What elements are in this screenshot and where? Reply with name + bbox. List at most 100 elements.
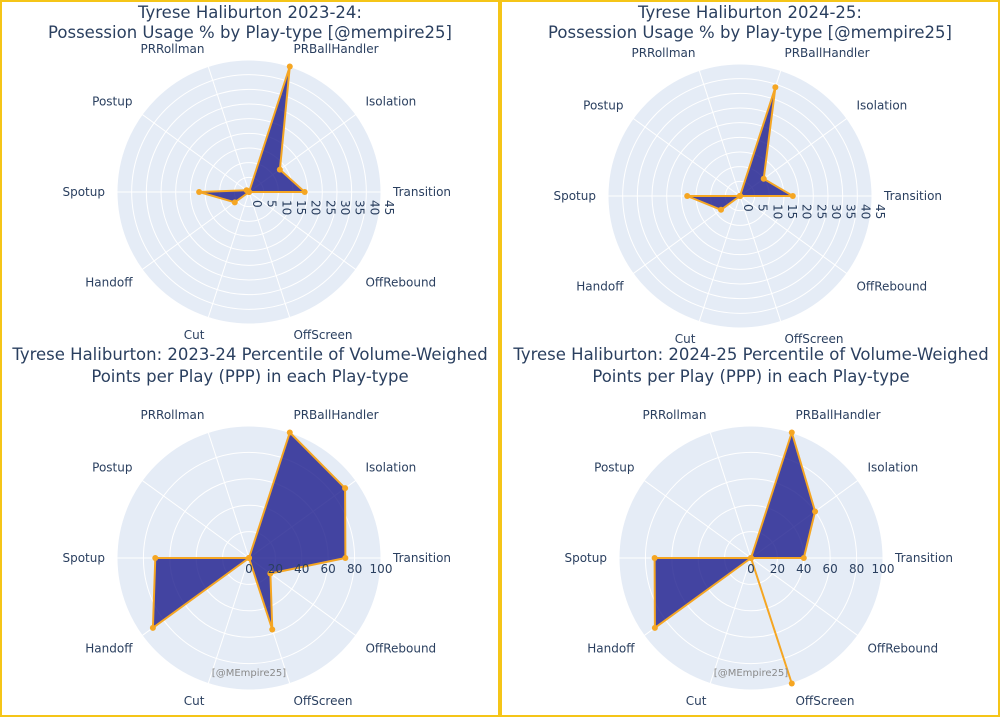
category-label-offscreen: OffScreen (795, 694, 854, 708)
category-label-prrollman: PRRollman (642, 408, 706, 422)
chart-title-line: Possession Usage % by Play-type [@mempir… (48, 23, 452, 42)
radial-tick-label: 35 (353, 200, 367, 215)
category-label-offrebound: OffRebound (867, 642, 938, 656)
grid-spoke (709, 432, 752, 559)
data-point-handoff (149, 624, 156, 631)
grid-spoke (739, 195, 782, 322)
data-point-isolation (342, 485, 349, 492)
radial-tick-label: 20 (309, 200, 323, 215)
radial-tick-label: 25 (814, 204, 828, 219)
radial-tick-label: 40 (796, 562, 811, 576)
chart-title-line: Possession Usage % by Play-type [@mempir… (548, 23, 952, 42)
data-point-offrebound (748, 555, 754, 561)
chart-title-line: Tyrese Haliburton: 2023-24 Percentile of… (11, 345, 487, 364)
data-point-handoff (651, 624, 658, 631)
category-label-isolation: Isolation (856, 98, 907, 112)
data-point-transition (342, 555, 349, 561)
data-point-transition (301, 189, 308, 195)
category-label-offscreen: OffScreen (784, 332, 843, 346)
data-point-prballhandler (772, 84, 779, 91)
data-point-transition (789, 193, 796, 199)
grid-spoke (207, 66, 250, 193)
data-point-spotup (684, 193, 691, 199)
data-point-handoff (718, 206, 725, 213)
grid-spoke (248, 191, 357, 270)
radial-tick-label: 10 (770, 204, 784, 219)
category-label-spotup: Spotup (564, 551, 607, 565)
category-label-offrebound: OffRebound (365, 642, 436, 656)
grid-spoke (207, 557, 250, 684)
category-label-cut: Cut (686, 694, 707, 708)
grid-spoke (709, 557, 752, 684)
category-label-postup: Postup (594, 460, 634, 474)
data-point-offscreen (269, 626, 276, 633)
category-label-isolation: Isolation (365, 94, 416, 108)
watermark-text: [@MEmpire25] (714, 668, 788, 679)
category-label-cut: Cut (184, 694, 205, 708)
grid-spoke (141, 480, 250, 559)
radial-tick-label: 40 (367, 200, 381, 215)
chart-title-line: Points per Play (PPP) in each Play-type (91, 367, 408, 386)
category-label-postup: Postup (583, 98, 623, 112)
data-point-spotup (196, 189, 203, 195)
data-point-prballhandler (788, 429, 795, 436)
radial-tick-label: 15 (785, 204, 799, 219)
chart-title-line: Tyrese Haliburton 2023-24: (137, 3, 362, 22)
radial-tick-label: 100 (370, 562, 393, 576)
category-label-prballhandler: PRBallHandler (784, 46, 869, 60)
data-point-prballhandler (286, 429, 293, 436)
radial-tick-label: 80 (849, 562, 864, 576)
data-area (653, 431, 817, 685)
category-label-transition: Transition (883, 189, 942, 203)
category-label-handoff: Handoff (576, 280, 624, 294)
radial-tick-label: 0 (245, 562, 253, 576)
category-label-handoff: Handoff (85, 276, 133, 290)
radar-chart-0: Tyrese Haliburton 2023-24:Possession Usa… (48, 3, 452, 342)
radial-tick-label: 45 (382, 200, 396, 215)
radial-tick-label: 0 (741, 204, 755, 212)
data-point-handoff (231, 199, 238, 206)
category-label-offscreen: OffScreen (293, 328, 352, 342)
grid-spoke (141, 191, 250, 270)
data-point-prballhandler (286, 63, 293, 70)
category-label-offscreen: OffScreen (293, 694, 352, 708)
category-label-handoff: Handoff (587, 642, 635, 656)
category-label-prrollman: PRRollman (140, 408, 204, 422)
radial-tick-label: 100 (872, 562, 895, 576)
radial-tick-label: 30 (338, 200, 352, 215)
category-label-handoff: Handoff (85, 642, 133, 656)
grid-spoke (698, 70, 741, 197)
category-label-postup: Postup (92, 94, 132, 108)
grid-spoke (248, 191, 291, 318)
category-label-spotup: Spotup (62, 185, 105, 199)
data-point-cut (246, 555, 252, 561)
radial-tick-label: 30 (829, 204, 843, 219)
data-point-transition (800, 555, 807, 561)
grid-spoke (698, 195, 741, 322)
radial-tick-label: 80 (347, 562, 362, 576)
data-area (151, 431, 347, 631)
chart-title-line: Points per Play (PPP) in each Play-type (592, 367, 909, 386)
radial-tick-label: 15 (294, 200, 308, 215)
data-point-offscreen (788, 680, 795, 687)
radial-tick-label: 5 (756, 204, 770, 212)
radial-tick-label: 20 (268, 562, 283, 576)
radial-tick-label: 5 (265, 200, 279, 208)
chart-title-line: Tyrese Haliburton: 2024-25 Percentile of… (512, 345, 988, 364)
category-label-spotup: Spotup (62, 551, 105, 565)
category-label-offrebound: OffRebound (365, 276, 436, 290)
data-point-offrebound (737, 193, 743, 199)
grid-spoke (207, 432, 250, 559)
category-label-transition: Transition (392, 185, 451, 199)
category-label-prrollman: PRRollman (140, 42, 204, 56)
chart-title-line: Tyrese Haliburton 2024-25: (637, 3, 862, 22)
radial-tick-label: 40 (858, 204, 872, 219)
data-point-isolation (276, 166, 283, 173)
data-point-offrebound (246, 189, 252, 195)
radar-chart-3: Tyrese Haliburton: 2024-25 Percentile of… (512, 345, 988, 708)
category-label-cut: Cut (184, 328, 205, 342)
radial-tick-label: 35 (844, 204, 858, 219)
category-label-prballhandler: PRBallHandler (293, 42, 378, 56)
category-label-prrollman: PRRollman (631, 46, 695, 60)
